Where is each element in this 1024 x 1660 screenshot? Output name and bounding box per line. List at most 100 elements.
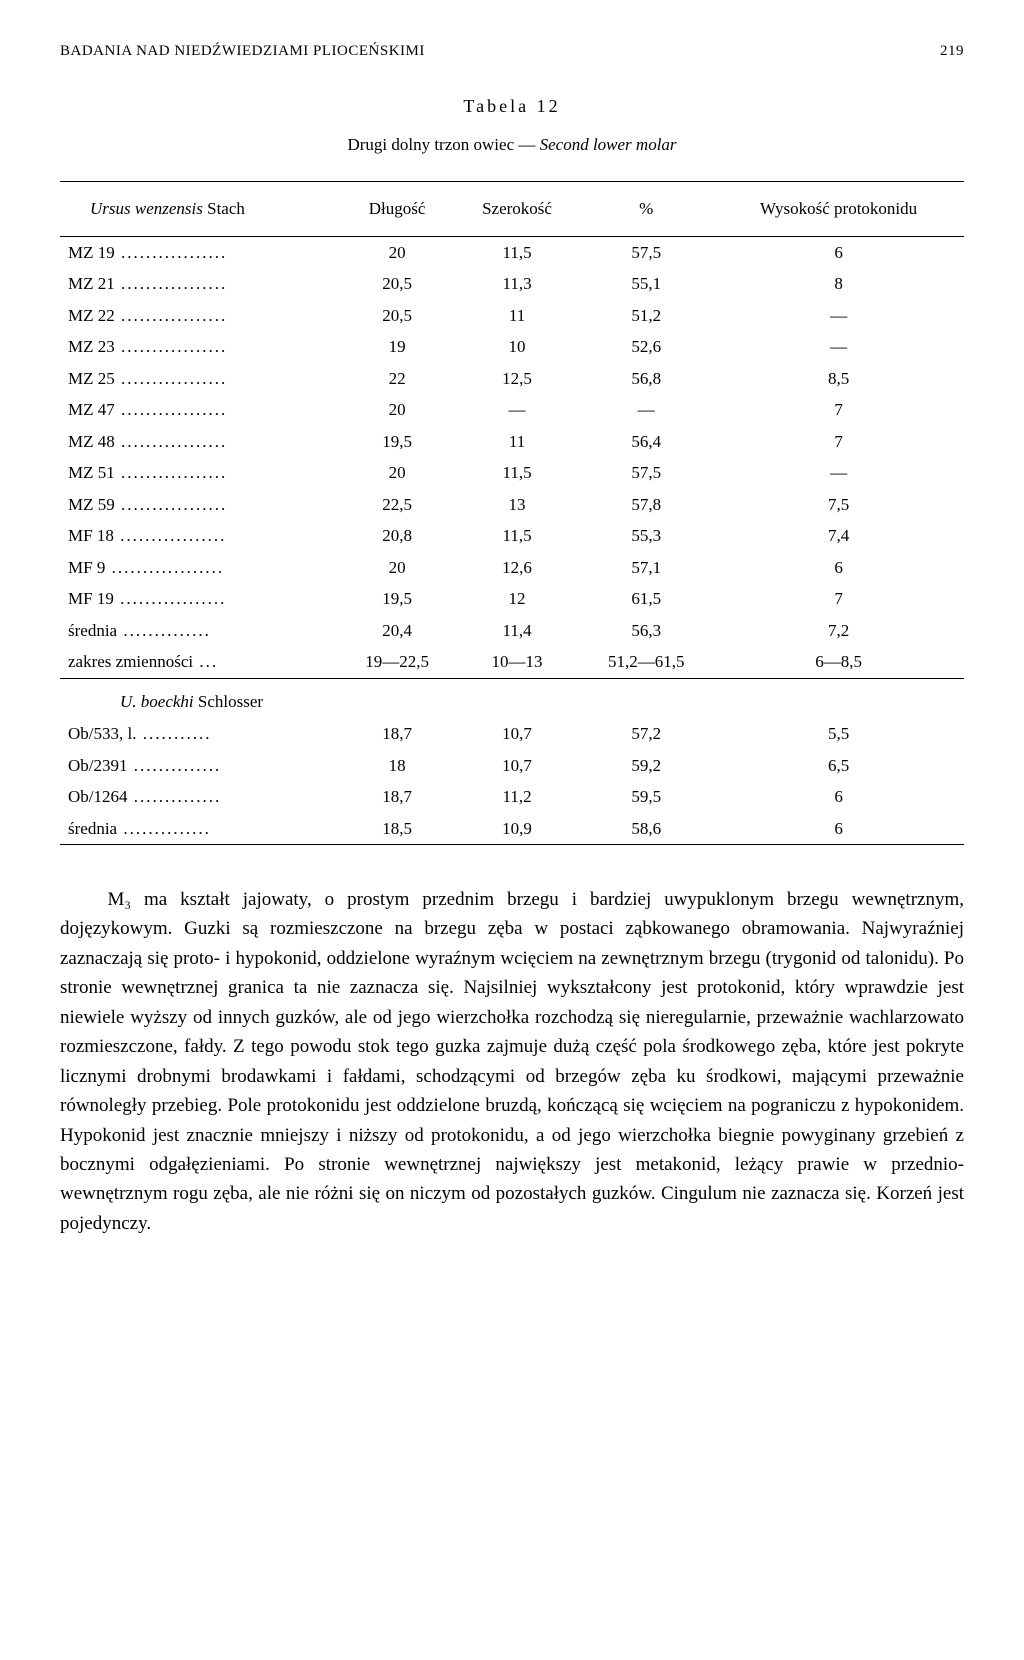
row-label: MZ 51 .................: [60, 457, 339, 489]
data-table: Ursus wenzensis Stach Długość Szerokość …: [60, 181, 964, 845]
cell: 22: [339, 363, 454, 395]
cell: 20: [339, 552, 454, 584]
cell: 20,5: [339, 300, 454, 332]
cell: 55,3: [579, 520, 713, 552]
cell: 7,5: [713, 489, 964, 521]
cell: 6,5: [713, 750, 964, 782]
cell: 20,5: [339, 268, 454, 300]
row-label: MZ 25 .................: [60, 363, 339, 395]
col-length: Długość: [339, 182, 454, 237]
cell: 57,2: [579, 718, 713, 750]
cell: 20,8: [339, 520, 454, 552]
page-number: 219: [940, 40, 964, 63]
cell: 19,5: [339, 583, 454, 615]
header-title: BADANIA NAD NIEDŹWIEDZIAMI PLIOCEŃSKIMI: [60, 40, 425, 63]
cell: 11,5: [455, 236, 579, 268]
cell: 8,5: [713, 363, 964, 395]
cell: 7,4: [713, 520, 964, 552]
cell: 5,5: [713, 718, 964, 750]
table-row: MZ 25 .................2212,556,88,5: [60, 363, 964, 395]
cell: 11: [455, 300, 579, 332]
cell: —: [579, 394, 713, 426]
table-row: średnia ..............18,510,958,66: [60, 813, 964, 845]
cell: —: [455, 394, 579, 426]
cell: 19: [339, 331, 454, 363]
row-label: Ob/533, l. ...........: [60, 718, 339, 750]
table-row: MZ 21 .................20,511,355,18: [60, 268, 964, 300]
cell: 20: [339, 236, 454, 268]
cell: 22,5: [339, 489, 454, 521]
table-row: Ob/533, l. ...........18,710,757,25,5: [60, 718, 964, 750]
cell: 56,4: [579, 426, 713, 458]
page-header: BADANIA NAD NIEDŹWIEDZIAMI PLIOCEŃSKIMI …: [60, 40, 964, 63]
cell: 20: [339, 394, 454, 426]
cell: 18,7: [339, 781, 454, 813]
row-label: MZ 19 .................: [60, 236, 339, 268]
cell: 6: [713, 236, 964, 268]
table-row: MZ 51 .................2011,557,5—: [60, 457, 964, 489]
row-label: zakres zmienności ...: [60, 646, 339, 678]
col-width: Szerokość: [455, 182, 579, 237]
cell: 55,1: [579, 268, 713, 300]
cell: 18: [339, 750, 454, 782]
cell: 58,6: [579, 813, 713, 845]
cell: 52,6: [579, 331, 713, 363]
cell: 7: [713, 426, 964, 458]
cell: 51,2: [579, 300, 713, 332]
section2-head-it: U. boeckhi: [120, 692, 194, 711]
table-row: Ob/2391 ..............1810,759,26,5: [60, 750, 964, 782]
cell: 57,1: [579, 552, 713, 584]
cell: 6: [713, 781, 964, 813]
cell: 20,4: [339, 615, 454, 647]
cell: 56,8: [579, 363, 713, 395]
cell: 59,5: [579, 781, 713, 813]
table-row: MZ 48 .................19,51156,47: [60, 426, 964, 458]
row-label: średnia ..............: [60, 615, 339, 647]
cell: 11,3: [455, 268, 579, 300]
cell: 10,9: [455, 813, 579, 845]
caption-pl: Drugi dolny trzon owiec —: [347, 135, 539, 154]
caption-it: Second lower molar: [540, 135, 677, 154]
cell: 7: [713, 583, 964, 615]
cell: 7,2: [713, 615, 964, 647]
cell: 56,3: [579, 615, 713, 647]
table-row: MF 19 .................19,51261,57: [60, 583, 964, 615]
cell: 61,5: [579, 583, 713, 615]
cell: 57,8: [579, 489, 713, 521]
table-row: MZ 19 .................2011,557,56: [60, 236, 964, 268]
cell: 18,7: [339, 718, 454, 750]
table-bottom-rule: [60, 845, 964, 846]
col-height: Wysokość protokonidu: [713, 182, 964, 237]
cell: 19—22,5: [339, 646, 454, 678]
cell: 6—8,5: [713, 646, 964, 678]
row-label: MZ 47 .................: [60, 394, 339, 426]
cell: 19,5: [339, 426, 454, 458]
table-caption: Drugi dolny trzon owiec — Second lower m…: [60, 132, 964, 158]
body-paragraph: M₃ ma kształt jajowaty, o prostym przedn…: [60, 885, 964, 1238]
table-row: Ob/1264 ..............18,711,259,56: [60, 781, 964, 813]
row-label: Ob/2391 ..............: [60, 750, 339, 782]
table-row: MZ 22 .................20,51151,2—: [60, 300, 964, 332]
row-label: Ob/1264 ..............: [60, 781, 339, 813]
cell: 10: [455, 331, 579, 363]
col-pct: %: [579, 182, 713, 237]
cell: 11,5: [455, 457, 579, 489]
table-row: MZ 59 .................22,51357,87,5: [60, 489, 964, 521]
col-species-rest: Stach: [203, 199, 245, 218]
table-row: MF 9 ..................2012,657,16: [60, 552, 964, 584]
cell: 11,4: [455, 615, 579, 647]
cell: 18,5: [339, 813, 454, 845]
section2-head-rest: Schlosser: [194, 692, 263, 711]
cell: —: [713, 331, 964, 363]
col-species: Ursus wenzensis Stach: [60, 182, 339, 237]
table-header-row: Ursus wenzensis Stach Długość Szerokość …: [60, 182, 964, 237]
row-label: MZ 23 .................: [60, 331, 339, 363]
row-label: MF 9 ..................: [60, 552, 339, 584]
cell: 10,7: [455, 718, 579, 750]
cell: —: [713, 457, 964, 489]
cell: 8: [713, 268, 964, 300]
row-label: MZ 48 .................: [60, 426, 339, 458]
row-label: MZ 21 .................: [60, 268, 339, 300]
cell: 20: [339, 457, 454, 489]
cell: 10—13: [455, 646, 579, 678]
